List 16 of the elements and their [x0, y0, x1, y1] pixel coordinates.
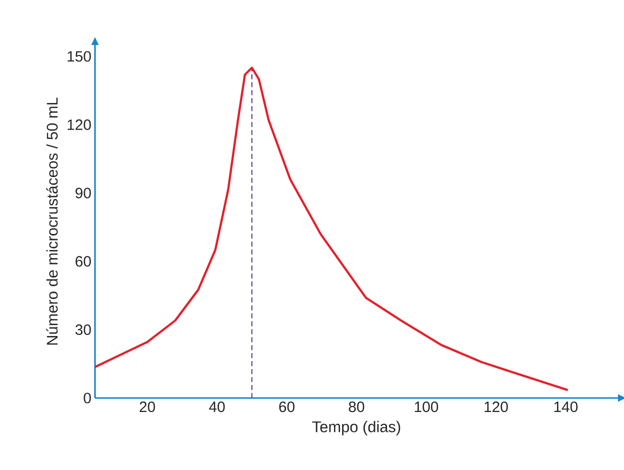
x-tick-label: 80	[348, 402, 364, 412]
x-tick-label: 100	[414, 402, 438, 412]
y-tick-label: 120	[68, 119, 91, 130]
y-tick-label: 90	[76, 188, 91, 198]
y-tick-label: 150	[68, 51, 91, 62]
x-tick-label: 20	[140, 402, 156, 412]
x-tick-label: 120	[484, 402, 508, 412]
x-tick-label: 40	[209, 402, 225, 412]
y-tick-label: 30	[75, 324, 91, 335]
x-tick-label: 140	[554, 402, 578, 412]
x-axis-title: Tempo (dias)	[312, 420, 400, 436]
x-tick-label: 60	[279, 402, 294, 412]
y-tick-label: 0	[84, 392, 91, 404]
line-series	[94, 66, 569, 392]
y-axis-title: Número de microcrustáceos / 50 mL	[46, 98, 58, 345]
y-tick-label: 60	[76, 256, 91, 267]
